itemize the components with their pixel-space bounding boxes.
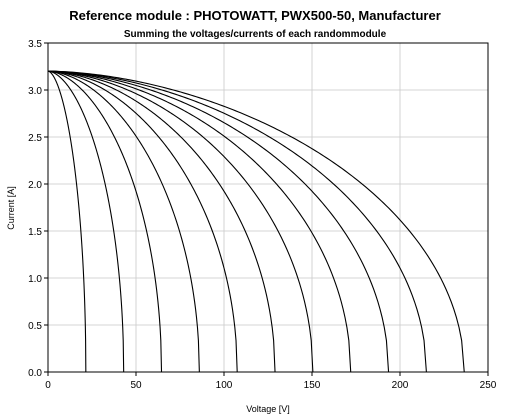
y-tick-label: 1.0 xyxy=(28,274,42,285)
iv-curve-8 xyxy=(47,70,352,373)
iv-curve-10 xyxy=(47,70,427,373)
x-tick-label: 50 xyxy=(130,380,142,391)
y-tick-label: 2.0 xyxy=(28,180,42,191)
y-tick-label: 0.5 xyxy=(28,321,42,332)
y-tick-label: 3.0 xyxy=(28,86,42,97)
grid xyxy=(48,43,488,372)
x-tick-label: 200 xyxy=(392,380,409,391)
series-layer xyxy=(47,70,465,373)
iv-curve-9 xyxy=(47,70,390,373)
x-tick-label: 150 xyxy=(304,380,321,391)
iv-curve-3 xyxy=(47,70,163,373)
iv-curve-4 xyxy=(47,70,200,373)
x-tick-label: 100 xyxy=(216,380,233,391)
iv-curve-2 xyxy=(47,70,125,373)
chart-title: Reference module : PHOTOWATT, PWX500-50,… xyxy=(69,8,441,23)
ticks: 0 50 100 150 200 250 0.0 0.5 1.0 1.5 2.0 2.5 3.0 3.5 xyxy=(28,39,497,391)
iv-curve-5 xyxy=(47,70,238,373)
y-tick-label: 0.0 xyxy=(28,368,42,379)
x-axis-label: Voltage [V] xyxy=(246,404,290,414)
y-axis-label: Current [A] xyxy=(6,186,16,230)
chart-subtitle: Summing the voltages/currents of each ra… xyxy=(124,29,387,40)
iv-curve-11 xyxy=(47,70,465,373)
x-tick-label: 250 xyxy=(480,380,497,391)
plot-area xyxy=(47,42,489,373)
iv-curve-7 xyxy=(47,70,314,373)
y-tick-label: 2.5 xyxy=(28,133,42,144)
y-tick-label: 3.5 xyxy=(28,39,42,50)
iv-curve-1 xyxy=(47,70,87,373)
y-tick-label: 1.5 xyxy=(28,227,42,238)
x-tick-label: 0 xyxy=(45,380,51,391)
iv-curve-6 xyxy=(47,70,276,373)
